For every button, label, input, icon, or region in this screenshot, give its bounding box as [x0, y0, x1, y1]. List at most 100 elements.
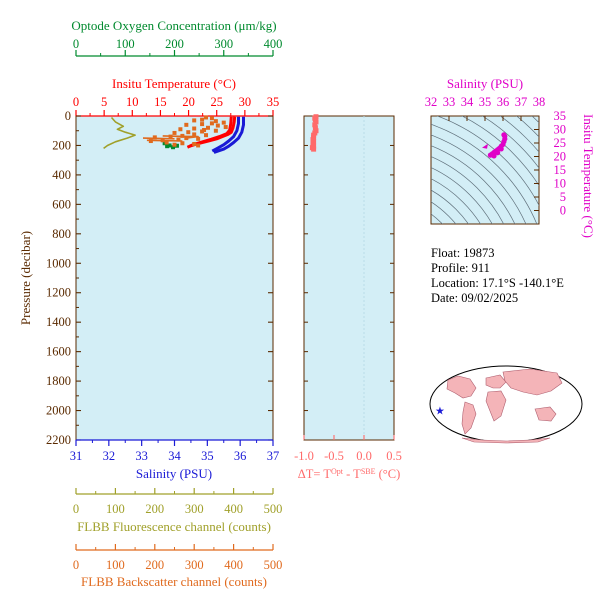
salinity-axis-tick-label: 37 [267, 449, 280, 463]
pressure-axis-tick-label: 2000 [46, 404, 71, 418]
backscatter-point [204, 133, 209, 138]
backscatter-point [200, 117, 205, 122]
delta-t-point [313, 119, 319, 125]
backscatter-point [209, 121, 214, 126]
backscatter-point [196, 136, 201, 141]
backscatter-point [164, 140, 169, 145]
delta-t-tick-label: -1.0 [294, 449, 314, 463]
fluorescence-axis-tick-label: 0 [73, 502, 79, 516]
map-land-south-america [461, 401, 477, 435]
float-location: Location: 17.1°S -140.1°E [431, 276, 564, 290]
delta-t-axis-title: ΔT= TOpt - TSBE (°C) [298, 467, 401, 482]
backscatter-line [162, 135, 199, 139]
delta-t-point [312, 125, 318, 131]
pressure-axis-tick-label: 200 [52, 138, 71, 152]
delta-t-plot-area [303, 115, 395, 441]
ts-x-tick-label: 32 [425, 95, 438, 109]
backscatter-axis-tick-label: 200 [145, 558, 164, 572]
pressure-axis-tick-label: 1000 [46, 256, 71, 270]
oxygen-point [171, 145, 176, 150]
backscatter-point [223, 125, 228, 130]
pressure-axis-tick-label: 1600 [46, 345, 71, 359]
ts-plot-area [430, 115, 540, 225]
backscatter-point [192, 126, 197, 131]
oxygen-point [165, 144, 170, 149]
ts-point [498, 146, 504, 152]
backscatter-point [192, 132, 197, 137]
map-land-north-america [446, 375, 477, 399]
delta-t-point [311, 146, 317, 152]
backscatter-point [200, 129, 205, 134]
salinity-axis-tick-label: 32 [103, 449, 116, 463]
ts-x-tick-label: 37 [515, 95, 528, 109]
ts-y-tick-label: 10 [554, 177, 567, 191]
float-location-star-icon: ★ [435, 406, 445, 418]
backscatter-line [142, 137, 175, 140]
backscatter-point [172, 142, 177, 147]
profile-date: Date: 09/02/2025 [431, 291, 519, 305]
oxygen-axis-tick-label: 200 [165, 37, 184, 51]
delta-t-marks [309, 114, 319, 152]
map-land-africa [485, 390, 507, 422]
backscatter-point [172, 130, 177, 135]
ts-x-tick-label: 33 [443, 95, 456, 109]
oxygen-point [174, 143, 179, 148]
oxygen-axis-tick-label: 400 [264, 37, 283, 51]
pressure-axis-tick-label: 2200 [46, 433, 71, 447]
fluorescence-axis-tick-label: 500 [264, 502, 283, 516]
backscatter-point [186, 130, 191, 135]
salinity-axis-tick-label: 35 [201, 449, 214, 463]
delta-t-tick-label: 0.5 [386, 449, 402, 463]
backscatter-point [205, 125, 210, 130]
ts-marks [482, 132, 508, 159]
oxygen-point [167, 143, 172, 148]
backscatter-point [196, 143, 201, 148]
float-info: Float: 19873 Profile: 911 Location: 17.1… [431, 246, 564, 306]
map-land-europe [485, 374, 507, 389]
backscatter-point [152, 135, 157, 140]
ts-diagram-panel: Salinity (PSU) Insitu Temperature (°C) 3… [425, 76, 596, 238]
salinity-axis-tick-label: 34 [168, 449, 181, 463]
temperature-axis: 0 5 10 15 20 25 30 35 [73, 95, 280, 117]
pressure-axis-tick-label: 600 [52, 197, 71, 211]
fluorescence-axis-tick-label: 400 [224, 502, 243, 516]
backscatter-point [200, 122, 205, 127]
backscatter-point [221, 120, 226, 125]
ts-y-tick-label: 0 [560, 204, 566, 218]
backscatter-point [209, 116, 214, 121]
delta-t-point [312, 122, 318, 128]
temperature-axis-tick-label: 35 [267, 95, 280, 109]
fluorescence-axis-title: FLBB Fluorescence channel (counts) [77, 519, 271, 534]
fluorescence-axis-tick-label: 300 [185, 502, 204, 516]
backscatter-point [204, 115, 209, 120]
ts-x-tick-label: 34 [461, 95, 474, 109]
backscatter-axis-tick-label: 400 [224, 558, 243, 572]
backscatter-point [184, 122, 189, 127]
salinity-axis-tick-label: 31 [70, 449, 83, 463]
salinity-line [213, 116, 245, 154]
backscatter-axis-tick-label: 300 [185, 558, 204, 572]
profile-number: Profile: 911 [431, 261, 490, 275]
oxygen-axis-tick-label: 300 [214, 37, 233, 51]
backscatter-point [215, 123, 220, 128]
ts-y-tick-label: 35 [554, 109, 567, 123]
pressure-axis-tick-label: 1400 [46, 315, 71, 329]
pressure-axis-tick-label: 1200 [46, 286, 71, 300]
backscatter-point [213, 128, 218, 133]
ts-x-tick-label: 36 [497, 95, 510, 109]
temperature-axis-tick-label: 5 [101, 95, 107, 109]
fluorescence-axis-tick-label: 100 [106, 502, 125, 516]
temperature-axis-title: Insitu Temperature (°C) [112, 76, 236, 91]
ts-y-tick-label: 15 [554, 163, 567, 177]
salinity-line [211, 116, 240, 153]
delta-t-tick-label: 0.0 [356, 449, 372, 463]
fluorescence-axis-tick-label: 200 [145, 502, 164, 516]
ts-point [495, 150, 501, 156]
map-land-australia [534, 406, 557, 422]
backscatter-axis-title: FLBB Backscatter channel (counts) [81, 574, 267, 589]
salinity-axis: 31 32 33 34 35 36 37 [70, 439, 280, 463]
fluorescence-axis: 0 100 200 300 400 500 [73, 488, 283, 516]
map-land-antarctica [461, 437, 551, 444]
fluorescence-line [103, 116, 136, 150]
ts-y-tick-label: 30 [554, 123, 567, 137]
